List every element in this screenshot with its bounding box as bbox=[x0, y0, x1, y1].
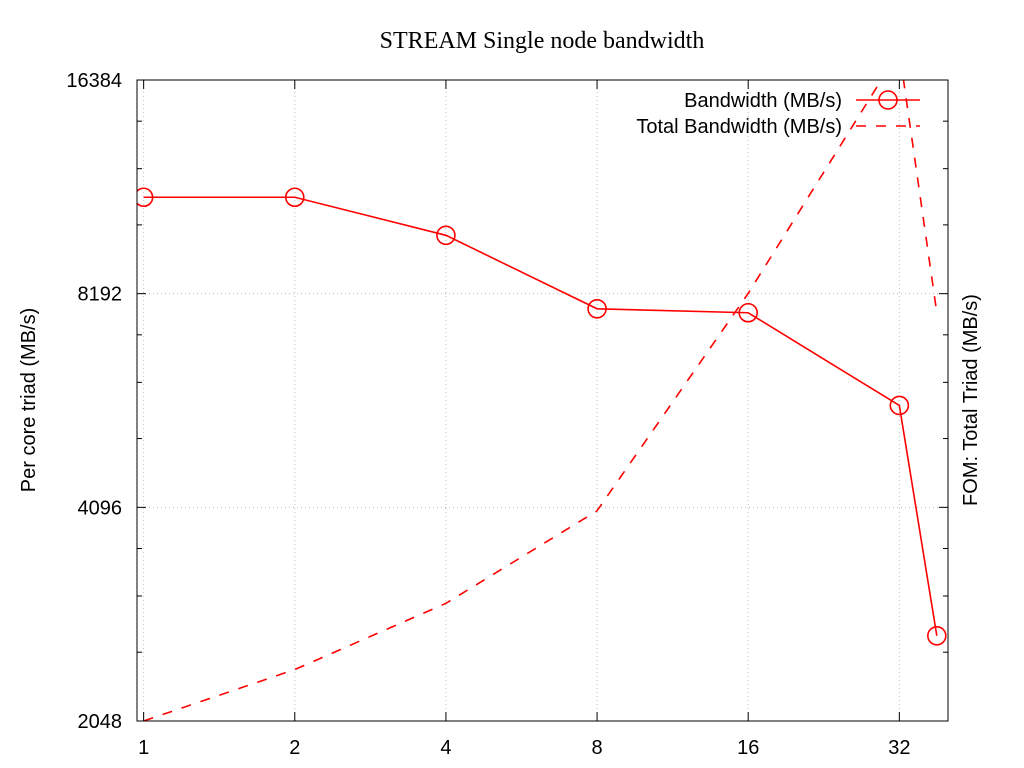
data-point bbox=[137, 187, 154, 208]
x-tick-label: 32 bbox=[888, 737, 910, 759]
series-line-2 bbox=[143, 80, 938, 721]
axes bbox=[136, 79, 949, 722]
x-tick-label: 4 bbox=[440, 737, 451, 759]
y-tick-label: 16384 bbox=[66, 70, 122, 92]
plot-border bbox=[136, 79, 949, 722]
y2-axis-label: FOM: Total Triad (MB/s) bbox=[960, 294, 982, 506]
data-point bbox=[738, 302, 759, 323]
legend-label: Total Bandwidth (MB/s) bbox=[636, 116, 842, 138]
y-tick-label: 2048 bbox=[78, 711, 123, 733]
plot-area bbox=[137, 80, 947, 721]
grid bbox=[137, 79, 948, 722]
legend-label: Bandwidth (MB/s) bbox=[684, 90, 842, 112]
data-point bbox=[284, 187, 305, 208]
x-tick-label: 16 bbox=[737, 737, 759, 759]
data-point bbox=[436, 225, 456, 246]
chart-title: STREAM Single node bandwidth bbox=[380, 28, 705, 54]
x-tick-label: 8 bbox=[592, 737, 603, 759]
legend-marker bbox=[878, 90, 898, 110]
series-line-1 bbox=[143, 196, 938, 636]
tick-labels: 1 2 4 8 16 32 2048 4096 8192 16384 bbox=[66, 70, 910, 759]
y-tick-label: 8192 bbox=[78, 284, 123, 306]
data-point bbox=[927, 626, 947, 646]
legend: Bandwidth (MB/s) Total Bandwidth (MB/s) bbox=[636, 90, 920, 138]
x-tick-label: 1 bbox=[138, 737, 149, 759]
y-axis-label: Per core triad (MB/s) bbox=[18, 308, 40, 492]
data-point bbox=[587, 298, 607, 319]
y-tick-label: 4096 bbox=[78, 497, 123, 519]
x-tick-label: 2 bbox=[289, 737, 300, 759]
data-point bbox=[889, 395, 910, 416]
